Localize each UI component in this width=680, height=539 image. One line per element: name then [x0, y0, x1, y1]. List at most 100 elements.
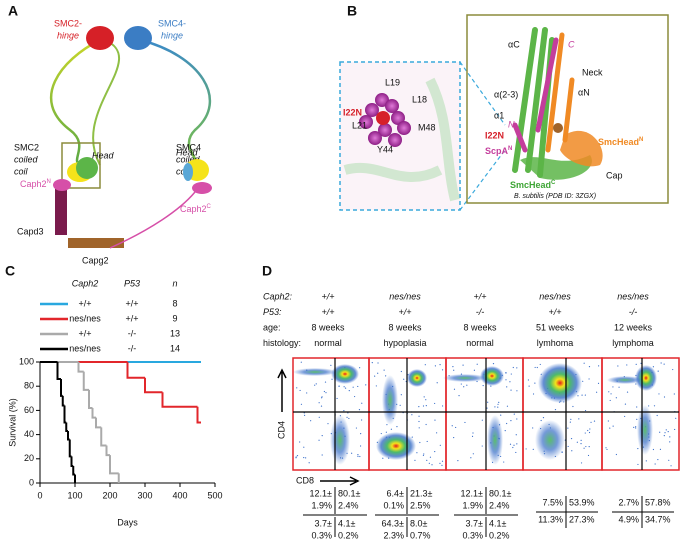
- survival-step: [63, 405, 67, 424]
- event-dot: [377, 372, 379, 374]
- event-dot: [534, 366, 536, 369]
- event-dot: [500, 414, 502, 416]
- caph2-linker: [109, 191, 196, 249]
- event-dot: [652, 448, 655, 451]
- column-histology: normal: [314, 338, 342, 348]
- event-dot: [306, 392, 308, 394]
- event-dot: [300, 361, 302, 363]
- smc4-head-edge: [183, 163, 193, 181]
- event-dot: [536, 366, 538, 369]
- event-dot: [481, 445, 483, 447]
- event-dot: [346, 416, 348, 419]
- quadrant-percent: 21.3±: [410, 488, 433, 498]
- text: Caph2: [20, 179, 47, 189]
- event-dot: [607, 420, 609, 422]
- event-dot: [466, 384, 468, 386]
- event-dot: [506, 422, 508, 425]
- text: Caph2: [180, 204, 207, 214]
- coil-strand: [92, 39, 120, 166]
- text: SmcHead: [510, 180, 551, 190]
- event-dot: [308, 462, 310, 464]
- panel-label: A: [8, 3, 18, 19]
- event-dot: [665, 429, 667, 431]
- event-dot: [532, 427, 534, 429]
- quadrant-percent: 12.1±: [310, 488, 333, 498]
- event-dot: [645, 460, 647, 462]
- event-dot: [371, 362, 373, 364]
- event-dot: [453, 388, 456, 390]
- event-dot: [299, 441, 301, 443]
- scpa-helices: [512, 37, 559, 153]
- event-dot: [505, 372, 507, 374]
- table-header: n: [172, 278, 177, 288]
- event-dot: [426, 440, 428, 443]
- event-dot: [615, 397, 617, 399]
- event-dot: [653, 405, 656, 407]
- arrow-up: [277, 368, 287, 412]
- event-dot: [513, 444, 515, 446]
- event-dot: [571, 450, 573, 452]
- event-dot: [385, 375, 387, 377]
- row-label: Caph2:: [263, 291, 293, 301]
- event-dot: [473, 369, 476, 371]
- event-dot: [584, 432, 586, 434]
- event-dot: [375, 385, 377, 387]
- smchead-n-helices: [545, 32, 575, 153]
- event-dot: [494, 406, 496, 408]
- x-tick-label: 0: [37, 490, 42, 500]
- sup: N: [639, 137, 643, 143]
- structure-label: Neck: [582, 67, 603, 77]
- event-dot: [664, 432, 666, 434]
- event-dot: [534, 382, 536, 384]
- event-dot: [434, 365, 437, 367]
- survival-step: [56, 362, 61, 380]
- event-dot: [303, 414, 306, 416]
- legend-caph2: nes/nes: [69, 313, 101, 323]
- event-dot: [598, 365, 600, 367]
- quadrant-percent: 0.2%: [338, 530, 359, 539]
- survival-step: [68, 439, 72, 458]
- survival-step: [67, 430, 70, 441]
- x-tick-label: 500: [207, 490, 222, 500]
- event-dot: [487, 401, 489, 403]
- event-dot: [515, 451, 517, 454]
- event-dot: [422, 405, 425, 407]
- panel-label: B: [347, 3, 357, 19]
- survival-step: [88, 389, 93, 409]
- event-dot: [581, 394, 583, 396]
- event-dot: [612, 386, 614, 388]
- quadrant-percent: 3.7±: [315, 518, 333, 528]
- panel-c: C Caph2 P53 n +/+ +/+ 8 nes/nes +/+ 9 +/+ -/- 13 nes…: [5, 263, 223, 528]
- structure-label: α(2-3): [494, 89, 518, 99]
- event-dot: [361, 402, 363, 404]
- x-tick-label: 200: [102, 490, 117, 500]
- event-dot: [338, 385, 340, 387]
- event-dot: [318, 439, 320, 441]
- capd3: [55, 185, 67, 235]
- event-dot: [418, 420, 420, 423]
- event-dot: [422, 454, 425, 457]
- caph2c-label: Caph2C: [180, 204, 212, 215]
- column-p53: +/+: [398, 307, 411, 317]
- survival-step: [144, 377, 163, 394]
- y-axis-label: Survival (%): [7, 398, 17, 447]
- quadrant-percent: 0.3%: [311, 530, 332, 539]
- quadrant-percent: 6.4±: [387, 488, 405, 498]
- event-dot: [577, 395, 579, 397]
- event-dot: [321, 454, 323, 456]
- quadrant-percent: 1.9%: [462, 500, 483, 510]
- quadrant-percent: 2.5%: [410, 500, 431, 510]
- event-dot: [590, 421, 592, 423]
- zoom-lines: [459, 61, 506, 211]
- spheres: [359, 93, 411, 147]
- event-dot: [314, 384, 316, 386]
- event-dot: [516, 443, 518, 445]
- event-dot: [587, 454, 590, 457]
- event-dot: [383, 369, 385, 371]
- event-dot: [299, 389, 301, 392]
- survival-step: [161, 392, 198, 408]
- smc2-hinge: [86, 26, 114, 50]
- column-age: 8 weeks: [463, 322, 497, 332]
- event-dot: [436, 432, 438, 434]
